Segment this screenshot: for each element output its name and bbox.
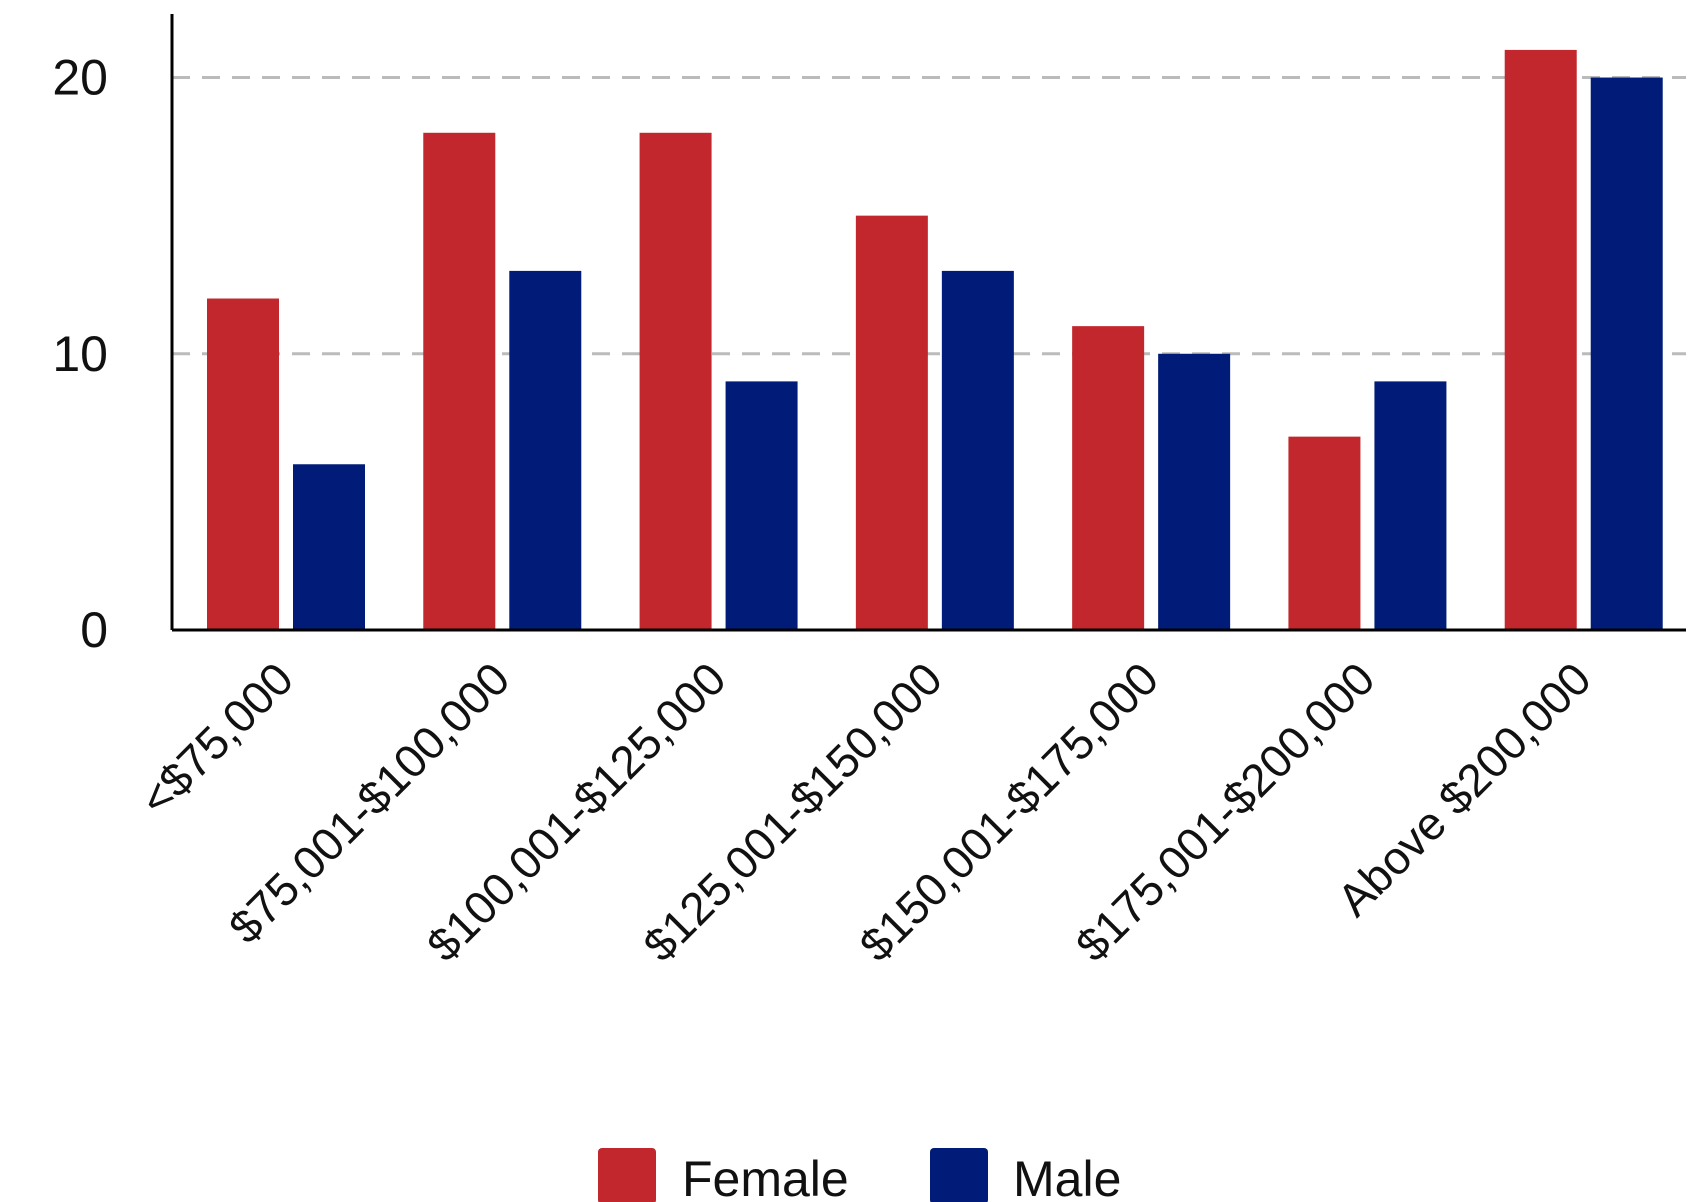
bar-male-4 — [1158, 353, 1231, 630]
axes — [170, 14, 1686, 632]
bar-female-1 — [423, 132, 496, 630]
y-tick-labels: 0 10 20 — [52, 50, 108, 658]
y-tick-label: 10 — [52, 326, 108, 382]
bar-male-0 — [293, 464, 365, 630]
bar-male-6 — [1590, 77, 1663, 630]
bar-male-5 — [1374, 381, 1447, 630]
y-tick-label: 20 — [52, 50, 108, 106]
bar-female-0 — [207, 298, 279, 630]
x-tick-label: <$75,000 — [130, 652, 303, 825]
bar-female-6 — [1504, 49, 1577, 630]
bar-male-3 — [941, 270, 1014, 630]
legend-label-female: Female — [682, 1151, 849, 1202]
gridlines — [172, 76, 1686, 356]
legend-swatch-female — [598, 1148, 656, 1202]
bar-male-2 — [725, 381, 798, 630]
y-tick-label: 0 — [80, 602, 108, 658]
legend-swatch-male — [930, 1148, 988, 1202]
x-tick-labels: <$75,000$75,001-$100,000$100,001-$125,00… — [130, 652, 1601, 971]
bar-female-3 — [855, 215, 928, 631]
bar-female-4 — [1072, 326, 1145, 630]
bar-male-1 — [509, 270, 582, 630]
bar-female-5 — [1288, 436, 1361, 630]
legend-label-male: Male — [1013, 1151, 1121, 1202]
bars — [207, 49, 1663, 631]
legend: Female Male — [598, 1148, 1121, 1202]
bar-female-2 — [639, 132, 712, 630]
